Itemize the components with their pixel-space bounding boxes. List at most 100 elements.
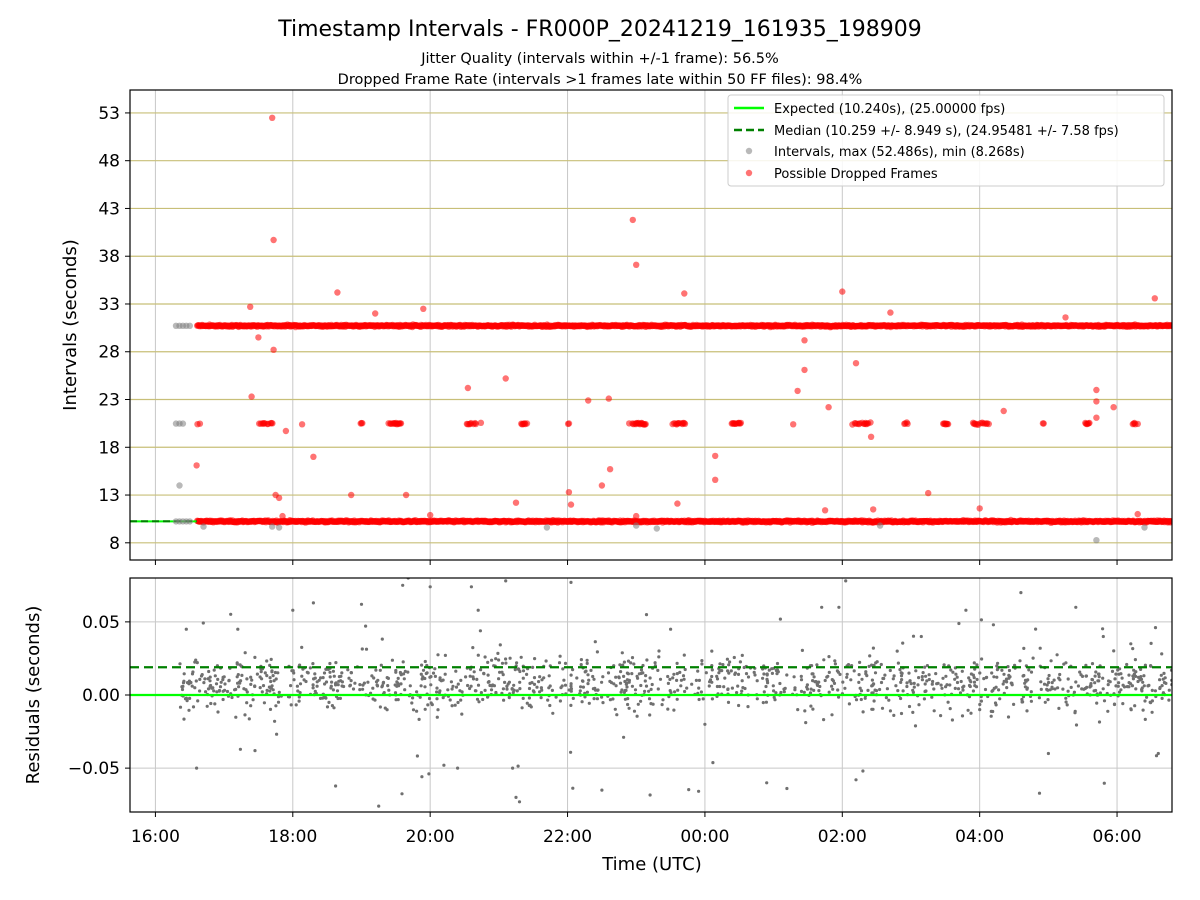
residual-point — [661, 698, 665, 702]
residual-point — [700, 662, 704, 666]
residual-point — [699, 690, 704, 694]
residual-point — [682, 677, 686, 681]
residual-point — [592, 677, 596, 681]
residual-point — [1012, 702, 1016, 707]
residual-point — [559, 686, 563, 690]
residuals-panel: 16:00 18:00 20:00 22:00 00:00 02:00 04:00 06:00… — [68, 577, 1173, 847]
residual-point — [415, 690, 419, 694]
residual-point — [483, 655, 487, 659]
residual-point — [844, 579, 848, 583]
residual-point — [907, 671, 911, 675]
residual-point — [621, 663, 625, 667]
residual-point — [270, 669, 274, 673]
chart-title: Timestamp Intervals - FR000P_20241219_16… — [277, 17, 922, 42]
residual-point — [205, 704, 209, 708]
residual-point — [896, 661, 901, 665]
residual-point — [209, 701, 213, 706]
residual-point — [656, 668, 660, 673]
residual-point — [578, 689, 582, 693]
residual-point — [907, 704, 912, 709]
residual-point — [349, 671, 353, 675]
residual-point — [189, 680, 193, 685]
dropped-frame-point — [248, 393, 255, 400]
residual-point — [371, 697, 375, 701]
residual-point — [805, 687, 810, 691]
dropped-frame-point — [334, 289, 341, 296]
residual-point — [313, 672, 317, 676]
residual-point — [861, 710, 865, 714]
residual-point — [857, 673, 861, 677]
residual-point — [911, 690, 916, 695]
dropped-frame-point — [269, 420, 276, 427]
residual-point — [424, 671, 428, 676]
residual-point — [435, 690, 439, 694]
residual-point — [704, 671, 708, 675]
residual-point — [825, 675, 829, 679]
residual-point — [883, 673, 887, 677]
residual-point — [361, 683, 365, 687]
residual-point — [1000, 668, 1004, 672]
dropped-frame-point — [629, 216, 636, 224]
residual-point — [1002, 672, 1006, 676]
x-tick-label: 00:00 — [680, 827, 729, 847]
interval-point — [633, 522, 640, 529]
residual-point — [1101, 676, 1105, 680]
residual-point — [923, 682, 927, 686]
residual-point — [696, 669, 700, 673]
residual-point — [381, 680, 386, 684]
residual-point — [979, 618, 984, 622]
residual-point — [537, 680, 541, 684]
residual-point — [666, 674, 670, 679]
dropped-frame-point — [642, 420, 649, 428]
residual-point — [814, 680, 818, 684]
residual-point — [1140, 687, 1144, 692]
residual-point — [532, 676, 537, 680]
residual-point — [995, 668, 1000, 672]
residual-point — [505, 687, 509, 691]
residual-point — [1150, 710, 1154, 714]
residual-point — [269, 657, 273, 662]
residual-point — [908, 679, 912, 683]
residual-point — [517, 800, 522, 804]
residual-point — [989, 714, 993, 718]
residual-point — [994, 703, 998, 707]
residual-point — [767, 668, 771, 672]
residual-point — [726, 687, 730, 692]
residual-point — [505, 684, 509, 688]
residual-point — [710, 668, 714, 672]
dropped-frame-point — [247, 303, 254, 310]
residual-point — [997, 688, 1001, 692]
legend-box — [727, 94, 1165, 187]
residual-point — [421, 668, 426, 672]
residual-point — [332, 674, 336, 678]
residual-point — [609, 681, 614, 685]
residual-point — [374, 668, 378, 672]
residual-point — [563, 683, 568, 687]
residual-point — [569, 750, 573, 754]
residual-point — [370, 674, 374, 678]
residual-point — [420, 663, 424, 667]
residual-point — [532, 690, 536, 694]
residual-point — [468, 686, 472, 691]
residual-point — [919, 634, 923, 639]
residual-point — [600, 680, 604, 684]
residual-point — [624, 688, 628, 693]
residual-point — [614, 684, 618, 688]
residual-point — [870, 663, 874, 667]
dropped-frame-point — [348, 491, 355, 499]
residual-point — [870, 678, 875, 682]
residual-point — [833, 662, 838, 666]
residual-point — [571, 696, 575, 701]
residual-point — [401, 583, 405, 587]
residual-point — [1047, 680, 1051, 685]
residual-point — [697, 789, 701, 793]
residual-point — [211, 686, 215, 690]
x-tick-label: 02:00 — [818, 827, 867, 847]
legend-intervals-label: Intervals, max (52.486s), min (8.268s) — [774, 145, 1025, 160]
residual-point — [859, 689, 864, 693]
residual-point — [441, 696, 445, 700]
residual-point — [518, 687, 522, 691]
residual-point — [234, 687, 238, 692]
residual-point — [998, 697, 1002, 701]
residual-point — [1143, 663, 1147, 667]
